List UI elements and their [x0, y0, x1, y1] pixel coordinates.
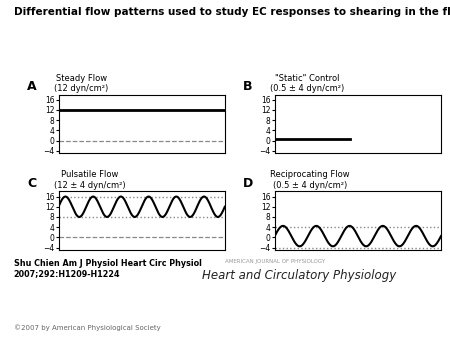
Text: Differential flow patterns used to study EC responses to shearing in the flow ch: Differential flow patterns used to study… — [14, 7, 450, 17]
Text: 2007;292:H1209-H1224: 2007;292:H1209-H1224 — [14, 269, 120, 278]
Text: A: A — [27, 80, 36, 93]
Text: AMERICAN JOURNAL OF PHYSIOLOGY: AMERICAN JOURNAL OF PHYSIOLOGY — [225, 259, 325, 264]
Text: Reciprocating Flow
(0.5 ± 4 dyn/cm²): Reciprocating Flow (0.5 ± 4 dyn/cm²) — [270, 170, 350, 190]
Text: Steady Flow
(12 dyn/cm²): Steady Flow (12 dyn/cm²) — [54, 74, 108, 93]
Text: D: D — [243, 177, 253, 190]
Text: C: C — [27, 177, 36, 190]
Text: Pulsatile Flow
(12 ± 4 dyn/cm²): Pulsatile Flow (12 ± 4 dyn/cm²) — [54, 170, 126, 190]
Text: Shu Chien Am J Physiol Heart Circ Physiol: Shu Chien Am J Physiol Heart Circ Physio… — [14, 259, 202, 268]
Text: B: B — [243, 80, 253, 93]
Text: "Static" Control
(0.5 ± 4 dyn/cm²): "Static" Control (0.5 ± 4 dyn/cm²) — [270, 74, 344, 93]
Text: Heart and Circulatory Physiology: Heart and Circulatory Physiology — [202, 269, 397, 282]
Text: ©2007 by American Physiological Society: ©2007 by American Physiological Society — [14, 324, 160, 331]
